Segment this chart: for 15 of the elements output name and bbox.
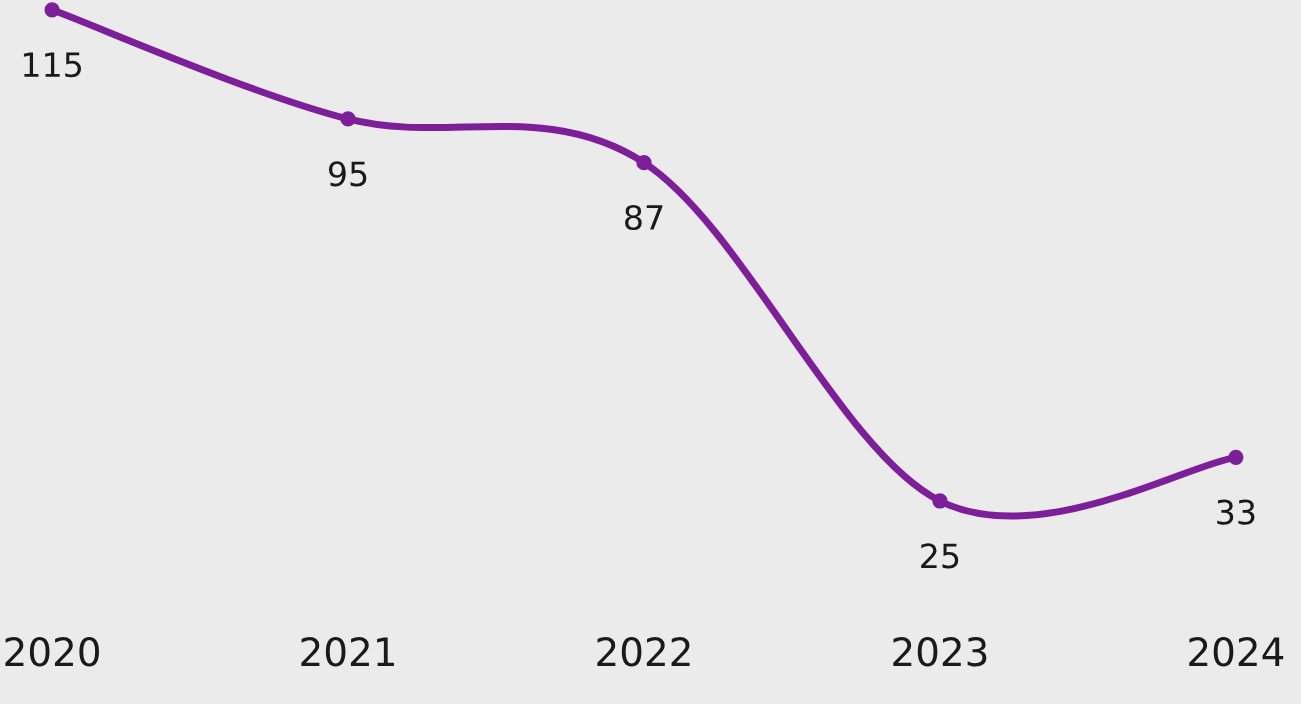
data-label: 95 [328,161,367,187]
x-tick-label: 2020 [5,637,99,667]
x-tick-label: 2022 [597,637,690,667]
x-tick-label: 2024 [1189,637,1284,667]
point [1228,449,1244,465]
point [636,154,652,171]
data-label: 87 [625,204,663,231]
point [932,493,948,509]
data-label: 25 [921,543,959,569]
point [44,2,60,18]
data-label: 33 [1217,499,1255,525]
x-tick-label: 2021 [301,637,394,667]
point [340,111,356,127]
data-label: 115 [23,52,81,78]
x-tick-label: 2023 [893,637,987,667]
